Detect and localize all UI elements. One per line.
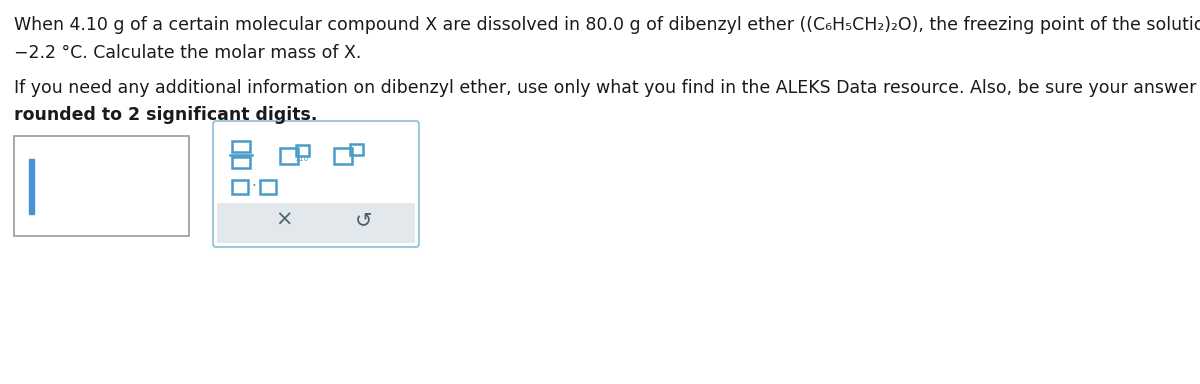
Bar [260, 180, 276, 194]
Text: x10: x10 [296, 156, 310, 162]
Text: ·: · [252, 179, 257, 195]
Bar [232, 180, 248, 194]
Text: −2.2 °C. Calculate the molar mass of X.: −2.2 °C. Calculate the molar mass of X. [14, 44, 361, 62]
Text: When 4.10 g of a certain molecular compound X are dissolved in 80.0 g of dibenzy: When 4.10 g of a certain molecular compo… [14, 16, 1200, 34]
Text: rounded to 2 significant digits.: rounded to 2 significant digits. [14, 106, 317, 124]
Bar [14, 136, 190, 236]
Text: ×: × [275, 210, 293, 230]
Bar [29, 159, 34, 214]
Text: ↺: ↺ [355, 210, 373, 230]
FancyBboxPatch shape [214, 121, 419, 247]
Bar [350, 144, 364, 155]
Bar [280, 148, 298, 164]
Text: If you need any additional information on dibenzyl ether, use only what you find: If you need any additional information o… [14, 79, 1200, 97]
FancyBboxPatch shape [217, 203, 415, 243]
Bar [232, 141, 250, 152]
Bar [334, 148, 352, 164]
Bar [232, 157, 250, 168]
Bar [296, 145, 310, 156]
